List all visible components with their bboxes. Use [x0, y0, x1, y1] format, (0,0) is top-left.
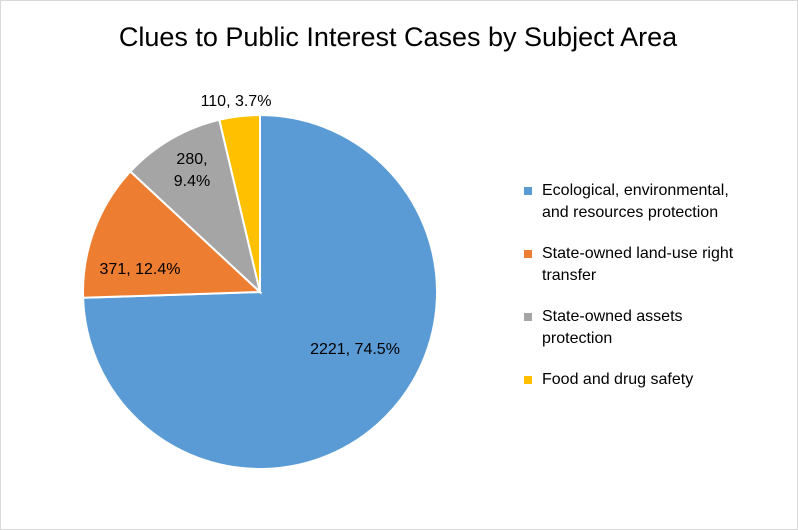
- legend-item-2: State-owned land-use right transfer: [524, 243, 792, 287]
- legend-item-4: Food and drug safety: [524, 369, 792, 391]
- pie-slice-3: [128, 118, 262, 295]
- data-label-2: 371, 12.4%: [100, 261, 181, 278]
- chart-legend: Ecological, environmental, and resources …: [524, 180, 792, 410]
- legend-item-3: State-owned assets protection: [524, 306, 792, 350]
- legend-label: Ecological, environmental, and resources …: [542, 182, 729, 221]
- legend-swatch: [524, 313, 532, 321]
- pie-slice-4: [218, 113, 261, 293]
- legend-label: State-owned land-use right transfer: [542, 245, 734, 284]
- legend-swatch: [524, 250, 532, 258]
- pie-slice-2: [82, 170, 263, 299]
- legend-item-1: Ecological, environmental, and resources …: [524, 180, 792, 224]
- legend-swatch: [524, 376, 532, 384]
- legend-swatch: [524, 187, 532, 195]
- chart-title: Clues to Public Interest Cases by Subjec…: [118, 22, 678, 52]
- data-label-4: 110, 3.7%: [201, 93, 272, 110]
- data-label-1: 2221, 74.5%: [310, 341, 400, 358]
- legend-label: State-owned assets protection: [542, 308, 683, 347]
- data-label-3: 280, 9.4%: [174, 151, 210, 190]
- legend-label: Food and drug safety: [542, 371, 694, 388]
